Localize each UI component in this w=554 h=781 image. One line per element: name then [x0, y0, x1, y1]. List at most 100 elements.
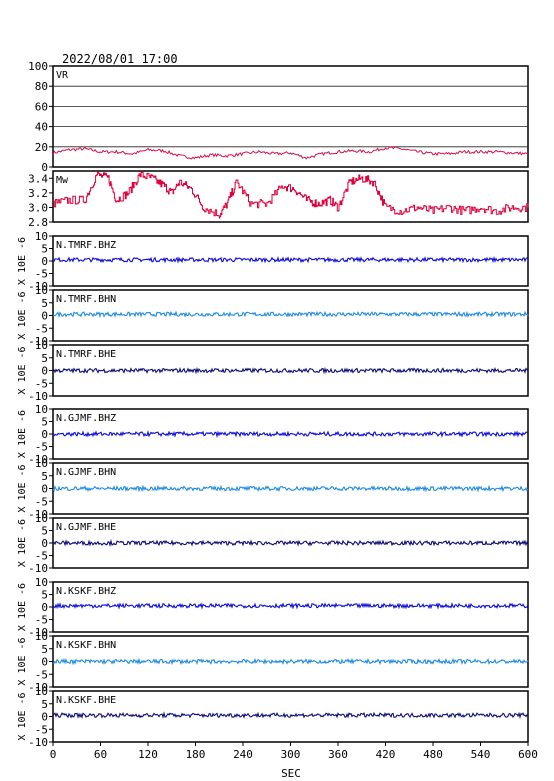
x-tick-label: 480 [423, 748, 443, 761]
y-tick-label: 5 [41, 643, 48, 656]
waveform-kskf-bhz [52, 601, 529, 610]
y-tick-label: 5 [41, 416, 48, 429]
panel-label: N.GJMF.BHZ [56, 413, 116, 424]
y-tick-label: -10 [28, 390, 48, 403]
y-unit-label: X 10E -6 [17, 291, 28, 339]
x-tick-label: 120 [138, 748, 158, 761]
waveform-tmrf-bhe [52, 366, 529, 375]
panel-frame [52, 170, 529, 223]
x-tick-label: 180 [186, 748, 206, 761]
y-tick-label: 10 [35, 284, 48, 297]
y-tick-label: -5 [35, 668, 48, 681]
y-tick-label: -5 [35, 550, 48, 563]
panel-mw: 3.4 3.23.0 2.8 Mw [28, 170, 529, 229]
y-tick-label: -10 [28, 681, 48, 694]
y-unit-label: X 10E -6 [17, 464, 28, 512]
y-tick-label: -10 [28, 626, 48, 639]
series-line-mw [53, 171, 529, 219]
y-unit-label: X 10E -6 [17, 237, 28, 285]
y-unit-label: X 10E -6 [17, 583, 28, 631]
y-tick-label: 5 [41, 525, 48, 538]
waveform-kskf-bhe [52, 711, 529, 720]
y-tick-label: 0 [41, 601, 48, 614]
y-tick-label: -5 [35, 268, 48, 281]
y-tick-label: 0 [41, 483, 48, 496]
y-tick-label: -5 [35, 495, 48, 508]
y-tick-label: -5 [35, 614, 48, 627]
y-tick-label: 0 [41, 310, 48, 323]
y-tick-label: 5 [41, 352, 48, 365]
y-tick-label: 0 [41, 711, 48, 724]
panel-label: N.KSKF.BHN [56, 640, 116, 651]
y-tick-label: 3.0 [28, 201, 48, 214]
y-tick-label: 5 [41, 243, 48, 256]
y-tick-label: 10 [35, 630, 48, 643]
y-tick-label: 5 [41, 297, 48, 310]
y-tick-label: 5 [41, 698, 48, 711]
y-tick-label: 0 [41, 656, 48, 669]
y-tick-label: 10 [35, 230, 48, 243]
y-tick-label: -10 [28, 736, 48, 749]
y-tick-label: -10 [28, 280, 48, 293]
y-tick-label: 0 [41, 428, 48, 441]
x-tick-label: 0 [50, 748, 57, 761]
y-tick-label: 0 [41, 365, 48, 378]
x-tick-label: 300 [281, 748, 301, 761]
waveform-gjmf-bhz [52, 430, 529, 439]
panel-label: N.KSKF.BHE [56, 695, 116, 706]
y-unit-label: X 10E -6 [17, 637, 28, 685]
y-tick-label: -10 [28, 335, 48, 348]
y-tick-label: -10 [28, 562, 48, 575]
y-unit-label: X 10E -6 [17, 692, 28, 740]
series-line-vr [52, 146, 529, 160]
x-tick-label: 420 [376, 748, 396, 761]
chart-title: 2022/08/01 17:00 [62, 52, 178, 66]
x-axis: 0 60 120 180 240 300 360 420 480 540 600 [50, 742, 538, 761]
waveform-gjmf-bhn [52, 484, 529, 493]
y-tick-label: -5 [35, 377, 48, 390]
y-unit-label: X 10E -6 [17, 519, 28, 567]
x-tick-label: 240 [233, 748, 253, 761]
panel-label: Mw [56, 175, 69, 186]
y-tick-label: 0 [41, 161, 48, 174]
y-tick-label: 100 [28, 60, 48, 73]
waveform-kskf-bhn [52, 657, 529, 666]
waveform-tmrf-bhn [52, 310, 529, 319]
panel-label: N.GJMF.BHE [56, 522, 116, 533]
panel-label: VR [56, 70, 69, 81]
panel-vr: 100 80 60 40 20 0 VR [28, 60, 529, 174]
y-tick-label: 40 [35, 121, 48, 134]
y-tick-label: 20 [35, 141, 48, 154]
y-tick-label: 2.8 [28, 216, 48, 229]
y-tick-label: 10 [35, 576, 48, 589]
y-tick-label: 0 [41, 537, 48, 550]
y-tick-label: 0 [41, 255, 48, 268]
panel-label: N.TMRF.BHN [56, 294, 116, 305]
y-tick-label: 3.2 [28, 187, 48, 200]
panel-label: N.GJMF.BHN [56, 467, 116, 478]
y-tick-label: 10 [35, 457, 48, 470]
y-tick-label: -10 [28, 508, 48, 521]
panel-frame [52, 65, 529, 168]
panel-label: N.TMRF.BHZ [56, 240, 116, 251]
panels: 100806040200VR3.43.23.02.8Mw1050-5-10N.T… [17, 60, 529, 749]
y-unit-label: X 10E -6 [17, 410, 28, 458]
x-tick-label: 360 [328, 748, 348, 761]
x-tick-label: 60 [94, 748, 107, 761]
y-tick-label: 80 [35, 80, 48, 93]
y-tick-label: 5 [41, 589, 48, 602]
x-axis-label: SEC [281, 767, 301, 780]
y-unit-label: X 10E -6 [17, 346, 28, 394]
waveform-gjmf-bhe [52, 538, 529, 547]
x-tick-label: 600 [518, 748, 538, 761]
panel-label: N.TMRF.BHE [56, 349, 116, 360]
y-tick-label: -5 [35, 322, 48, 335]
